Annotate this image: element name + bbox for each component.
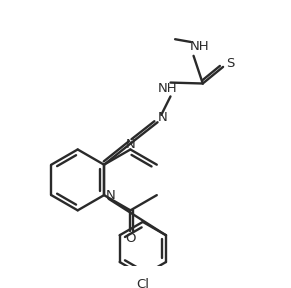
Text: N: N <box>125 138 135 151</box>
Text: N: N <box>106 189 116 202</box>
Text: NH: NH <box>158 82 178 95</box>
Text: Cl: Cl <box>136 278 149 288</box>
Text: O: O <box>125 232 136 245</box>
Text: N: N <box>158 111 168 124</box>
Text: NH: NH <box>190 40 210 53</box>
Text: S: S <box>226 57 235 70</box>
